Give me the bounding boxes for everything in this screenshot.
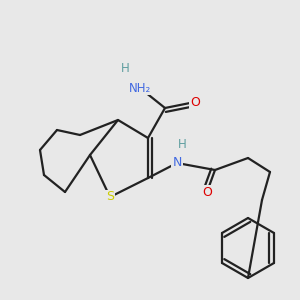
Text: NH₂: NH₂ (129, 82, 151, 94)
Text: N: N (172, 157, 182, 169)
Text: H: H (121, 61, 129, 74)
Text: S: S (106, 190, 114, 203)
Text: O: O (190, 95, 200, 109)
Text: H: H (178, 139, 186, 152)
Text: O: O (202, 185, 212, 199)
